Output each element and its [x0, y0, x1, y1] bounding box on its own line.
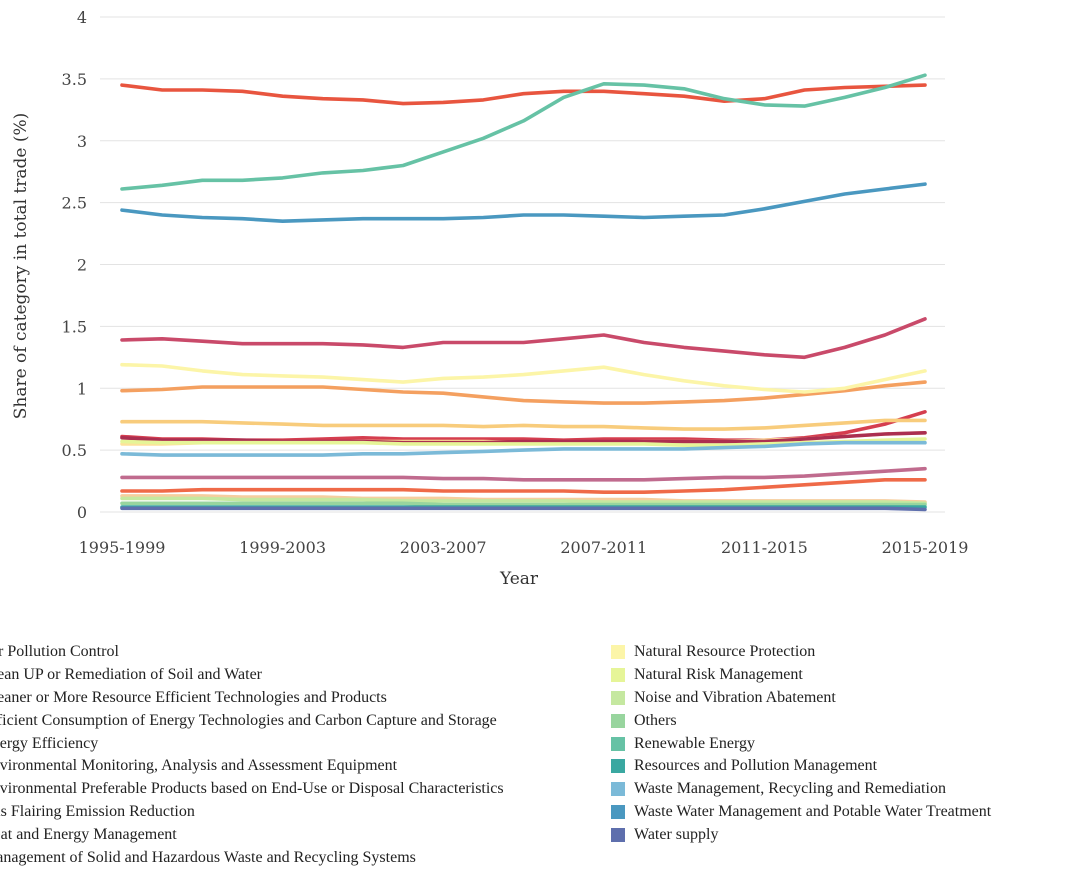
legend-item: Natural Resource Protection [611, 641, 991, 664]
legend-item: Environmental Preferable Products based … [0, 778, 504, 801]
legend-swatch [611, 713, 625, 728]
x-tick-label: 2007-2011 [560, 538, 647, 557]
y-tick-label: 1 [77, 379, 87, 398]
legend-label: Gas Flairing Emission Reduction [0, 802, 195, 820]
legend-item: Waste Management, Recycling and Remediat… [611, 778, 991, 801]
legend-label: Heat and Energy Management [0, 825, 177, 843]
legend-label: Management of Solid and Hazardous Waste … [0, 848, 416, 866]
y-tick-label: 3 [77, 132, 87, 151]
x-tick-label: 2003-2007 [400, 538, 487, 557]
line-chart: 0 0.5 1 1.5 2 2.5 3 3.5 4 1995-1999 1999-2003 2003… [11, 8, 969, 589]
y-tick-label: 4 [77, 8, 87, 27]
legend-swatch [611, 804, 625, 819]
legend-swatch [611, 827, 625, 842]
x-axis-ticks: 1995-1999 1999-2003 2003-2007 2007-2011 2011… [79, 538, 969, 557]
legend-swatch [611, 690, 625, 705]
legend-item: Gas Flairing Emission Reduction [0, 801, 504, 824]
legend-swatch [611, 782, 625, 797]
y-axis-title: Share of category in total trade (%) [11, 113, 31, 420]
legend-item: Water supply [611, 823, 991, 846]
legend-swatch [611, 645, 625, 660]
legend-item: Air Pollution Control [0, 641, 504, 664]
y-tick-label: 2 [77, 256, 87, 275]
x-tick-label: 1995-1999 [79, 538, 166, 557]
series-line [120, 182, 927, 223]
legend-label: Waste Management, Recycling and Remediat… [634, 780, 946, 798]
legend-label: Cleaner or More Resource Efficient Techn… [0, 688, 387, 706]
series-line [120, 418, 927, 431]
legend-swatch [611, 759, 625, 774]
legend-item: Waste Water Management and Potable Water… [611, 801, 991, 824]
x-tick-label: 1999-2003 [239, 538, 326, 557]
legend-label: Air Pollution Control [0, 643, 119, 661]
legend-label: Water supply [634, 825, 719, 843]
series-line [120, 477, 927, 495]
legend-item: Heat and Energy Management [0, 823, 504, 846]
y-tick-label: 0.5 [62, 441, 87, 460]
legend-label: Renewable Energy [634, 734, 755, 752]
series-line [120, 317, 927, 360]
x-tick-label: 2015-2019 [882, 538, 969, 557]
y-axis-ticks: 0 0.5 1 1.5 2 2.5 3 3.5 4 [62, 8, 87, 522]
legend-label: Environmental Monitoring, Analysis and A… [0, 757, 398, 775]
legend-item: Clean UP or Remediation of Soil and Wate… [0, 664, 504, 687]
legend-label: Resources and Pollution Management [634, 757, 878, 775]
series-line [120, 501, 927, 507]
legend-item: Others [611, 709, 991, 732]
legend-item: Management of Solid and Hazardous Waste … [0, 846, 504, 869]
legend-item: Environmental Monitoring, Analysis and A… [0, 755, 504, 778]
series-line [120, 380, 927, 405]
legend-label: Natural Risk Management [634, 666, 803, 684]
series-line [120, 73, 927, 191]
legend-label: Environmental Preferable Products based … [0, 780, 504, 798]
y-tick-label: 1.5 [62, 317, 87, 336]
legend-label: Clean UP or Remediation of Soil and Wate… [0, 666, 262, 684]
legend-right-column: Natural Resource Protection Natural Risk … [611, 641, 991, 846]
legend-item: Noise and Vibration Abatement [611, 687, 991, 710]
legend-label: Energy Efficiency [0, 734, 99, 752]
series-lines [120, 73, 927, 512]
legend-label: Natural Resource Protection [634, 643, 816, 661]
series-line [120, 430, 927, 445]
legend-item: Resources and Pollution Management [611, 755, 991, 778]
legend-item: Cleaner or More Resource Efficient Techn… [0, 687, 504, 710]
series-line [120, 466, 927, 482]
x-tick-label: 2011-2015 [721, 538, 808, 557]
series-line [120, 440, 927, 457]
y-tick-label: 2.5 [62, 194, 87, 213]
y-tick-label: 3.5 [62, 70, 87, 89]
series-line [120, 83, 927, 106]
legend-item: Natural Risk Management [611, 664, 991, 687]
legend-label: Waste Water Management and Potable Water… [634, 802, 992, 820]
legend-label: Efficient Consumption of Energy Technolo… [0, 711, 497, 729]
series-line [120, 496, 927, 506]
legend-item: Efficient Consumption of Energy Technolo… [0, 709, 504, 732]
legend-swatch [611, 668, 625, 683]
legend-left-column: Air Pollution Control Clean UP or Remedia… [0, 641, 504, 869]
legend-swatch [611, 736, 625, 751]
x-axis-title: Year [499, 569, 539, 589]
series-line [120, 506, 927, 512]
y-tick-label: 0 [77, 503, 87, 522]
legend-item: Renewable Energy [611, 732, 991, 755]
legend-label: Noise and Vibration Abatement [634, 688, 836, 706]
series-line [120, 362, 927, 394]
legend-item: Energy Efficiency [0, 732, 504, 755]
legend-label: Others [634, 711, 677, 729]
